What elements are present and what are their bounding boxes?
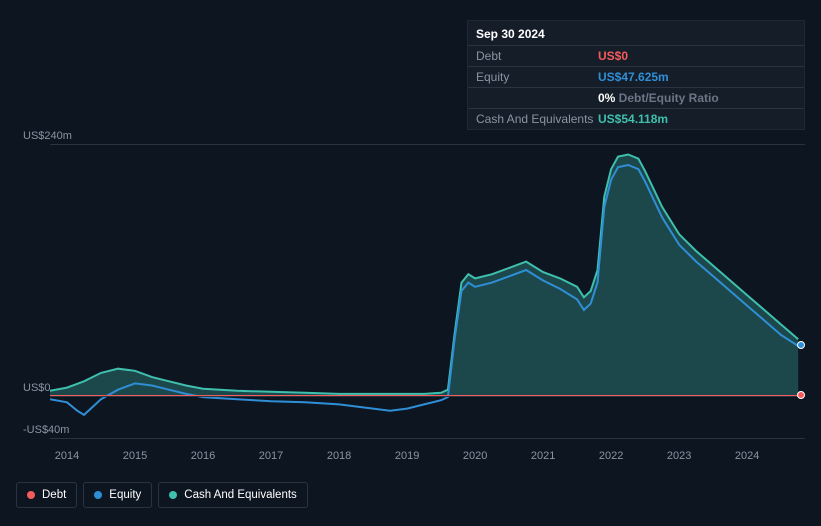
legend-item-cash[interactable]: Cash And Equivalents (158, 482, 308, 508)
x-axis-tick-label: 2024 (735, 450, 759, 462)
tooltip-row-label (476, 91, 598, 105)
chart-container: Sep 30 2024 DebtUS$0EquityUS$47.625m0% D… (16, 0, 805, 526)
y-gridline (50, 438, 805, 439)
legend-dot-debt (27, 491, 35, 499)
legend-label: Equity (109, 489, 141, 501)
y-gridline (50, 144, 805, 145)
y-axis-label: -US$40m (23, 424, 69, 436)
x-axis-labels: 2014 2015 2016 2017 2018 2019 2020 2021 2022 2023… (50, 450, 805, 468)
y-axis-label: US$0 (23, 382, 51, 394)
y-gridline (50, 396, 805, 397)
tooltip-row: DebtUS$0 (468, 45, 804, 66)
tooltip-row-label: Debt (476, 49, 598, 63)
tooltip-date: Sep 30 2024 (468, 21, 804, 45)
x-axis-tick-label: 2020 (463, 450, 487, 462)
x-axis-tick-label: 2019 (395, 450, 419, 462)
tooltip-row-value: US$47.625m (598, 70, 669, 84)
x-axis-tick-label: 2018 (327, 450, 351, 462)
x-axis-tick-label: 2014 (55, 450, 79, 462)
series-end-marker (797, 391, 805, 399)
legend-dot-equity (94, 491, 102, 499)
x-axis-tick-label: 2021 (531, 450, 555, 462)
series-area-cash (50, 155, 798, 397)
x-axis-tick-label: 2015 (123, 450, 147, 462)
chart-tooltip: Sep 30 2024 DebtUS$0EquityUS$47.625m0% D… (467, 20, 805, 130)
tooltip-row-value: US$54.118m (598, 112, 668, 126)
tooltip-row: Cash And EquivalentsUS$54.118m (468, 108, 804, 129)
legend-dot-cash (169, 491, 177, 499)
x-axis-tick-label: 2022 (599, 450, 623, 462)
tooltip-row-label: Equity (476, 70, 598, 84)
chart-plot (50, 144, 805, 438)
series-end-marker (797, 341, 805, 349)
tooltip-row-value: 0% Debt/Equity Ratio (598, 91, 719, 105)
chart-legend: Debt Equity Cash And Equivalents (16, 482, 308, 508)
y-axis-label: US$240m (23, 130, 72, 142)
legend-item-equity[interactable]: Equity (83, 482, 152, 508)
tooltip-row-label: Cash And Equivalents (476, 112, 598, 126)
tooltip-row: EquityUS$47.625m (468, 66, 804, 87)
legend-item-debt[interactable]: Debt (16, 482, 77, 508)
legend-label: Debt (42, 489, 66, 501)
tooltip-row-value: US$0 (598, 49, 628, 63)
x-axis-tick-label: 2016 (191, 450, 215, 462)
legend-label: Cash And Equivalents (184, 489, 297, 501)
x-axis-tick-label: 2023 (667, 450, 691, 462)
tooltip-row: 0% Debt/Equity Ratio (468, 87, 804, 108)
x-axis-tick-label: 2017 (259, 450, 283, 462)
